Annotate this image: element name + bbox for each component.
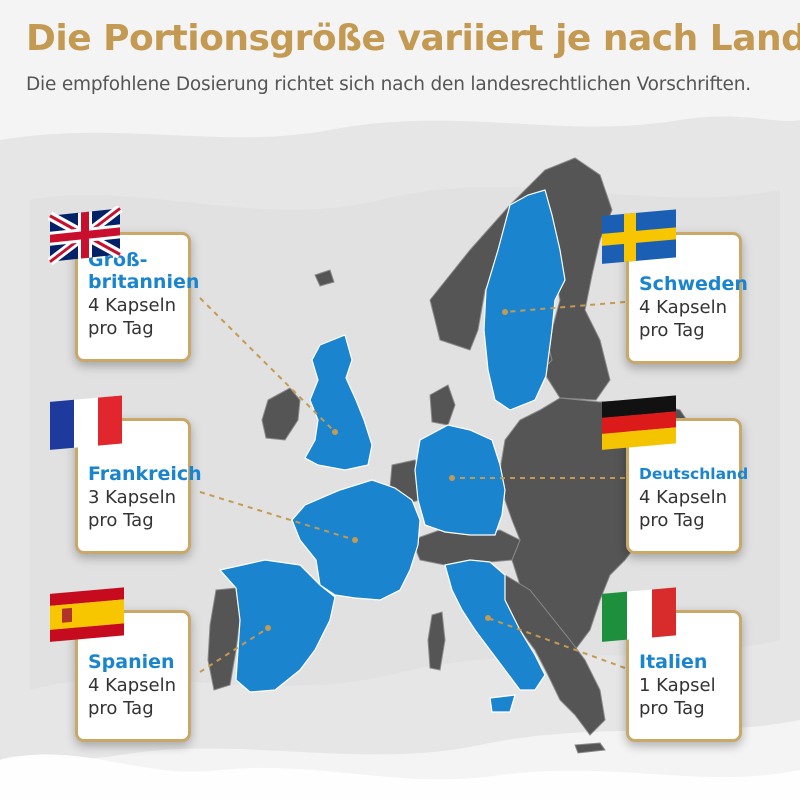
dose-line-2: pro Tag — [88, 318, 154, 339]
dose-line-1: 1 Kapsel — [639, 675, 716, 696]
balkans-region — [504, 574, 606, 736]
dose-line-1: 4 Kapseln — [88, 675, 176, 696]
crete-region — [574, 742, 606, 754]
france-flag-icon — [50, 395, 122, 450]
pointer-sweden — [504, 301, 626, 313]
switzerland-region — [411, 529, 521, 566]
country-name: Schweden — [639, 273, 748, 295]
ireland-region — [261, 387, 301, 441]
country-card-germany: Deutschland 4 Kapseln pro Tag — [626, 418, 749, 554]
country-name: Deutschland — [639, 465, 749, 483]
small-islands — [314, 269, 335, 287]
denmark-region — [429, 384, 456, 426]
corsica-sardinia — [427, 611, 446, 671]
germany-shape — [414, 424, 506, 536]
country-name: Frankreich — [88, 463, 202, 485]
pointer-italy — [487, 617, 626, 669]
country-name: Groß- britannien — [88, 249, 200, 293]
pointer-spain — [199, 627, 269, 673]
portugal-region — [207, 587, 241, 691]
uk-shape — [304, 334, 373, 471]
spain-flag-icon — [50, 587, 124, 642]
dose-line-1: 3 Kapseln — [88, 487, 176, 508]
dose-line-1: 4 Kapseln — [639, 487, 727, 508]
page-subtitle: Die empfohlene Dosierung richtet sich na… — [26, 74, 751, 95]
dose-line-1: 4 Kapseln — [639, 297, 727, 318]
dose-line-2: pro Tag — [639, 320, 705, 341]
dose-line-2: pro Tag — [639, 698, 705, 719]
dose-line-2: pro Tag — [88, 698, 154, 719]
dose-line-2: pro Tag — [88, 510, 154, 531]
sicily-shape — [489, 694, 516, 713]
germany-flag-icon — [602, 395, 676, 450]
dose-line-1: 4 Kapseln — [88, 295, 176, 316]
sweden-shape — [483, 189, 566, 411]
page-title: Die Portionsgröße variiert je nach Land — [26, 18, 800, 59]
pointer-france — [199, 491, 356, 541]
uk-flag-icon — [48, 206, 123, 266]
italy-flag-icon — [602, 587, 676, 642]
sweden-flag-icon — [602, 209, 676, 264]
spain-shape — [218, 559, 336, 693]
italy-shape — [444, 559, 546, 691]
dose-line-2: pro Tag — [639, 510, 705, 531]
pointer-uk — [199, 297, 336, 433]
country-name: Spanien — [88, 651, 175, 673]
country-name: Italien — [639, 651, 708, 673]
country-card-france: Frankreich 3 Kapseln pro Tag — [75, 418, 202, 554]
